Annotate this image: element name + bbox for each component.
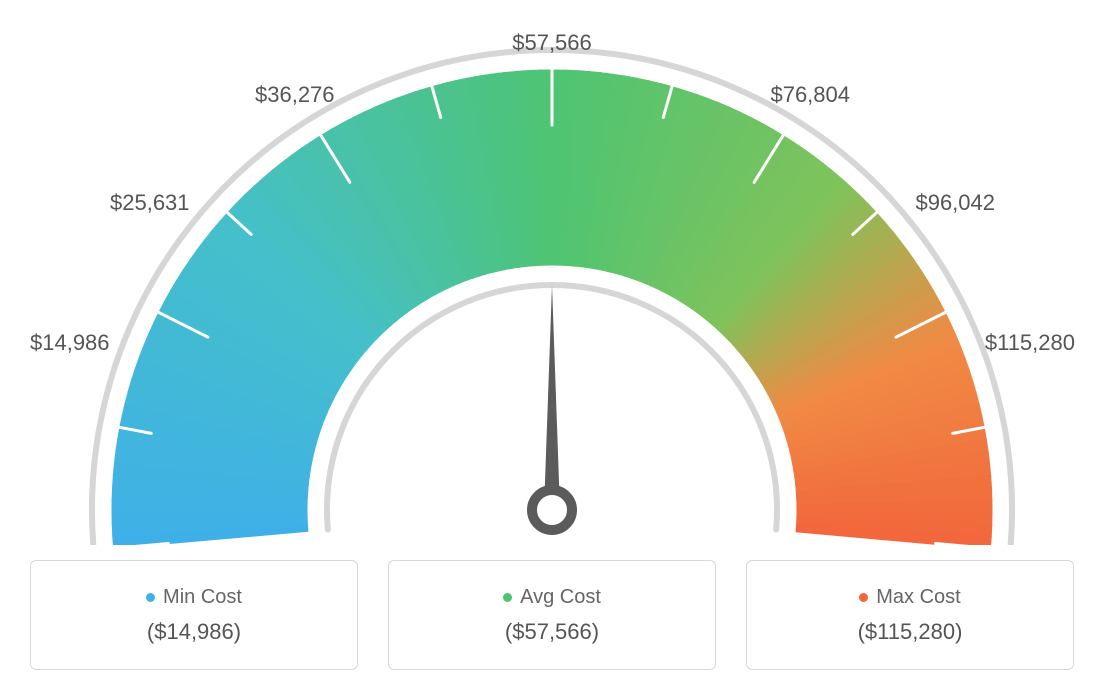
gauge-needle-hub xyxy=(532,490,572,530)
gauge-major-label: $57,566 xyxy=(512,30,592,56)
legend-row: Min Cost ($14,986) Avg Cost ($57,566) Ma… xyxy=(0,560,1104,690)
legend-value-min: ($14,986) xyxy=(147,619,241,645)
gauge-major-label: $115,280 xyxy=(985,330,1075,356)
legend-title-row: Max Cost xyxy=(859,586,960,609)
legend-title-max: Max Cost xyxy=(876,586,960,609)
legend-title-row: Min Cost xyxy=(146,586,242,609)
legend-card-avg: Avg Cost ($57,566) xyxy=(388,560,716,670)
legend-card-min: Min Cost ($14,986) xyxy=(30,560,358,670)
gauge-area: $14,986 $25,631 $36,276 $57,566 $76,804 $96,0… xyxy=(0,0,1104,545)
gauge-chart-container: $14,986 $25,631 $36,276 $57,566 $76,804 $96,0… xyxy=(0,0,1104,690)
legend-title-avg: Avg Cost xyxy=(520,586,601,609)
legend-dot-min xyxy=(146,593,155,602)
gauge-major-label: $96,042 xyxy=(915,190,995,216)
legend-title-row: Avg Cost xyxy=(503,586,601,609)
gauge-major-label: $25,631 xyxy=(110,190,190,216)
gauge-major-label: $14,986 xyxy=(30,330,110,356)
gauge-needle xyxy=(544,285,560,510)
gauge-major-label: $76,804 xyxy=(770,82,850,108)
gauge-major-label: $36,276 xyxy=(255,82,335,108)
legend-card-max: Max Cost ($115,280) xyxy=(746,560,1074,670)
legend-dot-avg xyxy=(503,593,512,602)
legend-value-avg: ($57,566) xyxy=(505,619,599,645)
legend-value-max: ($115,280) xyxy=(858,619,963,645)
gauge-svg xyxy=(0,0,1104,545)
legend-dot-max xyxy=(859,593,868,602)
legend-title-min: Min Cost xyxy=(163,586,242,609)
